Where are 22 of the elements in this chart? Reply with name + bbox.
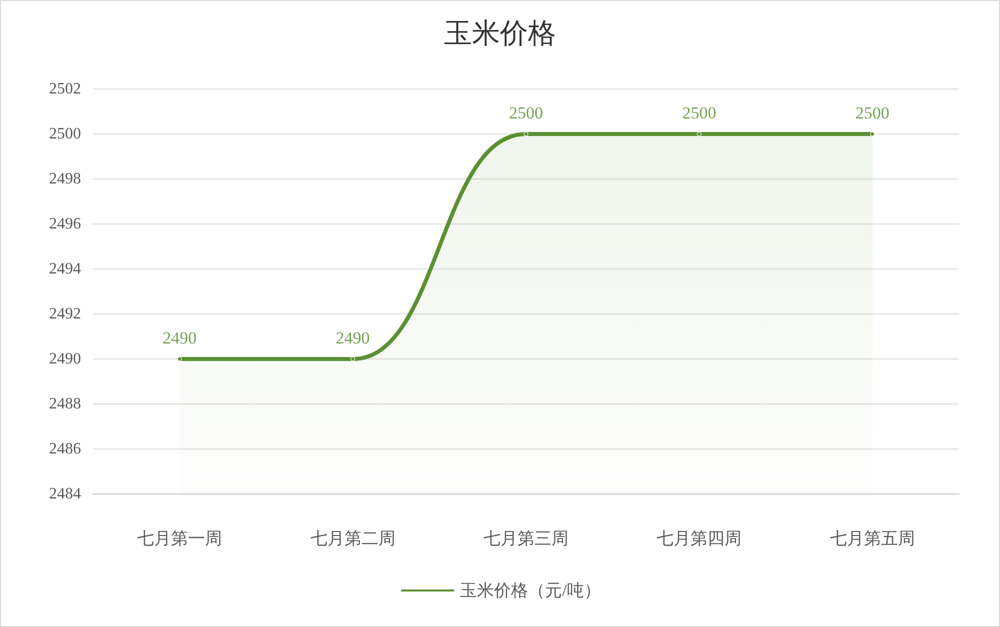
- y-tick-label: 2500: [49, 126, 81, 142]
- data-label: 2500: [509, 104, 543, 123]
- x-tick-label: 七月第五周: [830, 529, 915, 548]
- data-label: 2490: [162, 328, 197, 348]
- y-tick-label: 2484: [49, 486, 81, 502]
- y-tick-label: 2496: [49, 216, 81, 232]
- data-label: 2500: [855, 104, 890, 123]
- x-tick-label: 七月第一周: [137, 529, 222, 548]
- legend-label: 玉米价格（元/吨）: [460, 581, 601, 600]
- x-tick-label: 七月第二周: [310, 529, 396, 548]
- y-tick-label: 2494: [49, 260, 81, 278]
- y-tick-label: 2492: [49, 306, 81, 322]
- x-tick-label: 七月第四周: [656, 529, 742, 548]
- y-tick-label: 2488: [49, 396, 81, 412]
- data-label: 2500: [682, 104, 716, 123]
- y-tick-label: 2490: [49, 350, 81, 368]
- y-tick-label: 2498: [49, 170, 81, 188]
- data-label: 2490: [336, 328, 370, 348]
- x-tick-label: 七月第三周: [484, 529, 568, 548]
- chart-title: 玉米价格: [444, 18, 556, 50]
- y-tick-label: 2502: [49, 80, 81, 98]
- y-tick-label: 2486: [49, 440, 81, 458]
